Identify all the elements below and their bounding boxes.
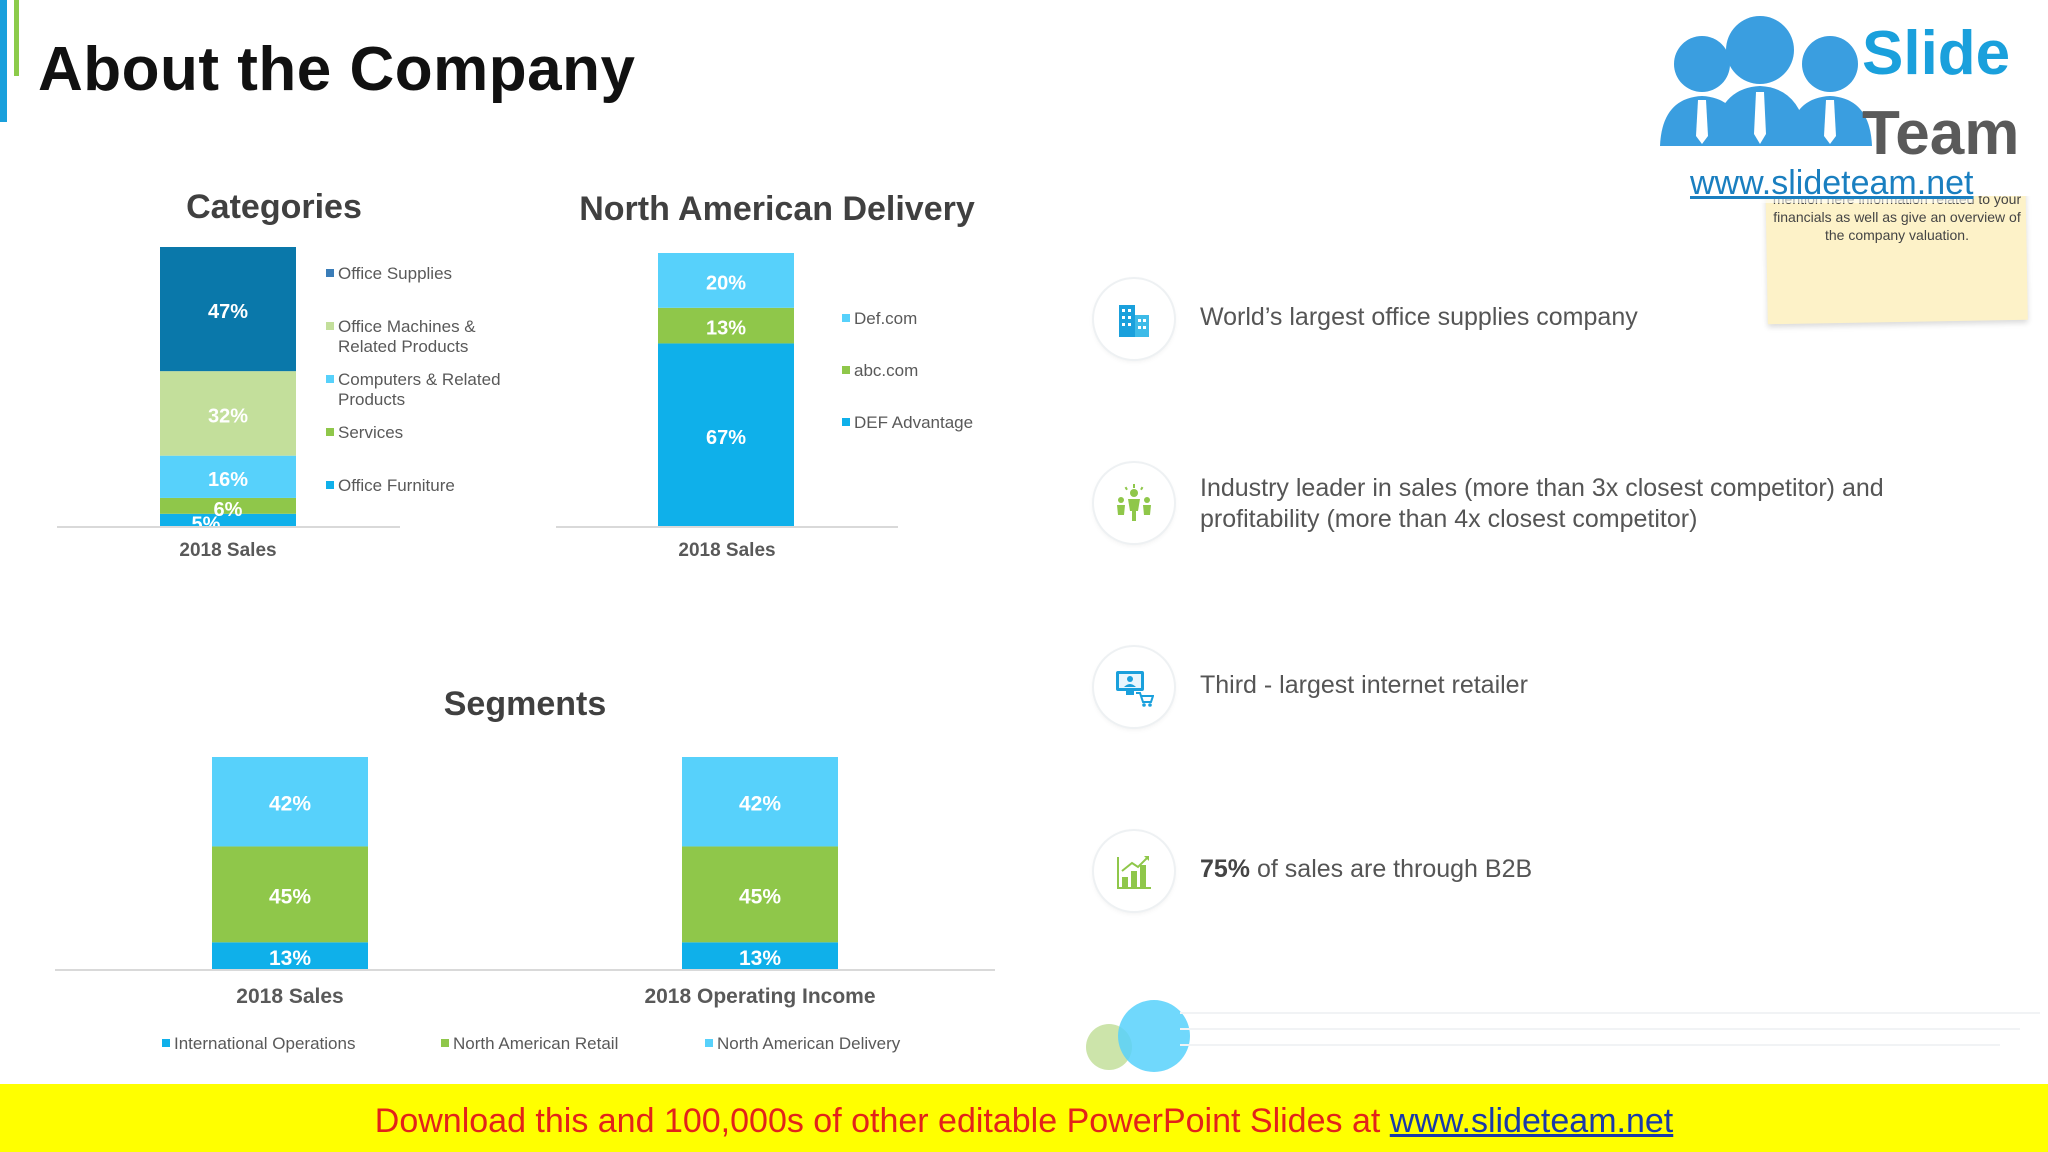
legend-entry: Related Products: [338, 337, 468, 356]
data-label: 45%: [739, 885, 781, 908]
logo-word-slide: Slide: [1862, 19, 2011, 88]
bar-segment: [160, 513, 296, 527]
categories-x-tick: 2018 Sales: [179, 540, 276, 561]
legend-swatch: [326, 322, 334, 330]
legend-swatch: [326, 481, 334, 489]
decorative-line: [1180, 1012, 2040, 1014]
data-label: 42%: [269, 793, 311, 816]
bar-segment: [160, 455, 296, 498]
legend-entry: International Operations: [174, 1034, 355, 1053]
legend-entry: abc.com: [854, 361, 918, 380]
bar-segment: [658, 307, 794, 344]
bar-segment: [160, 371, 296, 456]
data-label: 16%: [208, 469, 248, 491]
legend-swatch: [162, 1039, 170, 1047]
page-title: About the Company: [38, 35, 636, 104]
title-accent-bar-secondary: [14, 0, 19, 76]
segments-x-tick-2: 2018 Operating Income: [644, 985, 875, 1008]
footer-link[interactable]: www.slideteam.net: [1389, 1102, 1674, 1140]
nad-bars: 67% 13% 20%: [658, 253, 794, 527]
legend-entry: Office Machines &: [338, 317, 476, 336]
segments-legend: International Operations North American R…: [162, 1034, 901, 1053]
legend-swatch: [842, 314, 850, 322]
footer-banner: [0, 1084, 2048, 1152]
feature-icon-circle: [1094, 647, 1174, 727]
bar-segment: [682, 846, 838, 943]
data-label: 32%: [208, 405, 248, 427]
bar-segment: [682, 942, 838, 970]
title-accent-bar: [0, 0, 7, 122]
feature-icon-circle: [1094, 463, 1174, 543]
footer-text: Download this and 100,000s of other edit…: [374, 1102, 1674, 1140]
segments-x-tick-1: 2018 Sales: [236, 985, 343, 1008]
legend-entry: Def.com: [854, 309, 917, 328]
segments-chart-title: Segments: [444, 685, 607, 723]
bar-segment: [212, 942, 368, 970]
bar-segment: [212, 846, 368, 943]
legend-entry: Office Furniture: [338, 476, 455, 495]
leader-icon: [1117, 484, 1151, 521]
bar-segment: [160, 497, 296, 514]
bar-segment: [658, 253, 794, 308]
legend-entry: North American Delivery: [717, 1034, 901, 1053]
bar-segment: [682, 757, 838, 847]
bar-segment: [160, 247, 296, 372]
feature-icon-circle: [1094, 831, 1174, 911]
data-label: 47%: [208, 301, 248, 323]
legend-entry: Services: [338, 423, 403, 442]
feature-text-3: Third - largest internet retailer: [1200, 671, 1528, 699]
legend-swatch: [842, 418, 850, 426]
feature-text-2: Industry leader in sales (more than 3x c…: [1200, 474, 1884, 533]
legend-entry: DEF Advantage: [854, 413, 973, 432]
legend-swatch: [326, 428, 334, 436]
categories-bars: 5%6% 16% 32% 47%: [160, 247, 296, 535]
decorative-line: [1180, 1044, 2000, 1046]
decorative-line: [1180, 1028, 2020, 1030]
nad-legend: Def.com abc.com DEF Advantage: [842, 309, 973, 432]
logo-url[interactable]: www.slideteam.net: [1690, 164, 1974, 203]
bar-segment: [658, 343, 794, 527]
legend-swatch: [705, 1039, 713, 1047]
logo-word-team: Team: [1862, 99, 2020, 168]
categories-legend: Office Supplies Office Machines &Related …: [326, 264, 501, 495]
legend-entry: Products: [338, 390, 405, 409]
feature-text-4: 75% of sales are through B2B: [1200, 855, 1533, 883]
legend-entry: North American Retail: [453, 1034, 618, 1053]
nad-x-tick: 2018 Sales: [678, 540, 775, 561]
data-label: 6%: [214, 499, 243, 521]
data-label: 13%: [739, 947, 781, 970]
legend-entry: Computers & Related: [338, 370, 501, 389]
building-icon: [1119, 305, 1149, 337]
segments-bars: 13% 45% 42% 13% 45% 42%: [212, 757, 838, 970]
legend-swatch: [842, 366, 850, 374]
legend-swatch: [441, 1039, 449, 1047]
legend-swatch: [326, 375, 334, 383]
online-shop-icon: [1116, 671, 1154, 707]
feature-icon-circle: [1094, 279, 1174, 359]
legend-swatch: [326, 269, 334, 277]
data-label: 42%: [739, 793, 781, 816]
growth-chart-icon: [1117, 856, 1151, 889]
legend-entry: Office Supplies: [338, 264, 452, 283]
data-label: 5%: [192, 513, 221, 535]
nad-chart-title: North American Delivery: [579, 190, 975, 228]
feature-text-1: World’s largest office supplies company: [1200, 303, 1638, 331]
data-label: 20%: [706, 272, 746, 294]
data-label: 13%: [269, 947, 311, 970]
data-label: 13%: [706, 318, 746, 340]
categories-chart-title: Categories: [186, 188, 362, 226]
data-label: 45%: [269, 885, 311, 908]
data-label: 67%: [706, 427, 746, 449]
bar-segment: [212, 757, 368, 847]
